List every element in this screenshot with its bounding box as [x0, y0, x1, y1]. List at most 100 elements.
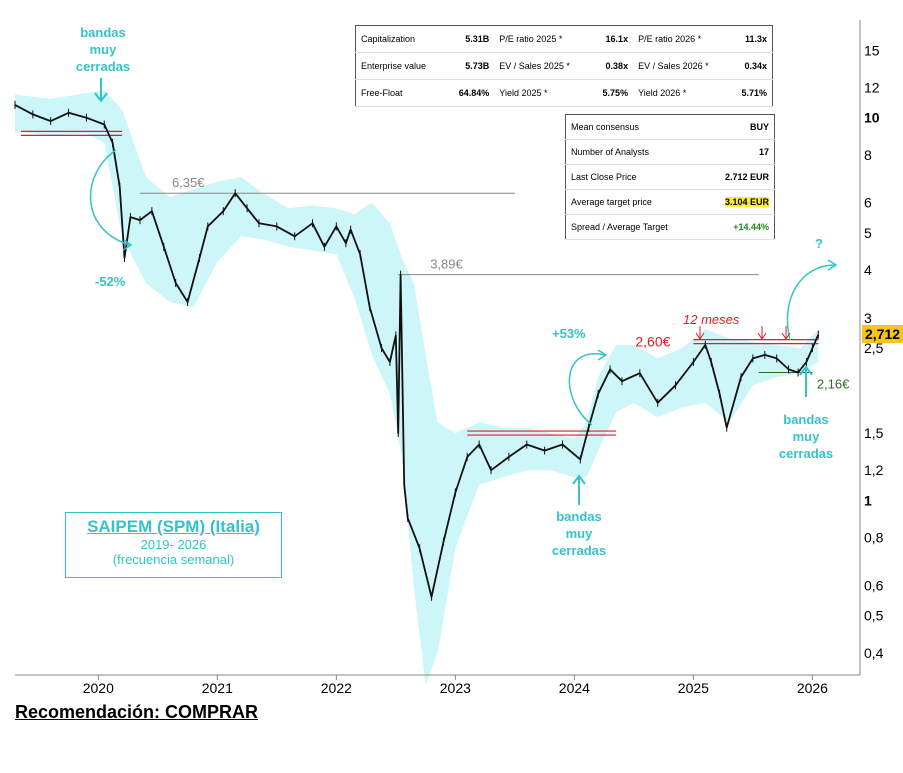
table-cell: 5.73B	[445, 52, 495, 80]
arrow-down-icon	[695, 326, 705, 340]
y-tick-label: 0,4	[864, 645, 884, 661]
table-cell: 5.71%	[729, 79, 773, 107]
y-ticks: 15 12 10 8 6 5 4 3 2,5 1,5 1,2 1 0,8 0,6 0,5 0,4	[864, 42, 884, 660]
arrow-up-icon	[572, 474, 586, 505]
table-cell: +14.44%	[704, 214, 775, 240]
table-cell: Average target price	[565, 189, 705, 215]
table-cell: 0.34x	[729, 52, 773, 80]
y-tick-label: 1	[864, 492, 872, 508]
bandas-3-line3: cerradas	[779, 446, 833, 461]
bandas-3-line2: muy	[793, 429, 821, 444]
arrowhead-icon	[597, 349, 608, 361]
y-tick-label: 2,5	[864, 340, 884, 356]
table-cell: Number of Analysts	[565, 139, 705, 165]
y-tick-label: 1,2	[864, 462, 884, 478]
x-tick-label: 2023	[440, 680, 471, 696]
x-ticks: 2020 2021 2022 2023 2024 2025 2026	[83, 675, 828, 696]
table-row: Capitalization 5.31B P/E ratio 2025 * 16…	[355, 25, 773, 53]
arrow-down-icon	[781, 326, 791, 340]
table-row: Enterprise value 5.73B EV / Sales 2025 *…	[355, 52, 773, 80]
y-tick-label: 4	[864, 262, 872, 278]
drop-pct-label: -52%	[95, 274, 126, 289]
bollinger-band	[15, 90, 819, 685]
table-cell: 17	[704, 139, 775, 165]
arrow-up-icon	[799, 365, 813, 397]
curve-arrow-icon	[89, 149, 131, 246]
annotation-drop: -52%	[89, 149, 133, 289]
curve-arrow-icon	[568, 353, 606, 426]
last-price-badge: 2,712	[862, 325, 903, 343]
reference-line-label: 6,35€	[172, 175, 205, 190]
table-cell: P/E ratio 2026 *	[633, 25, 730, 53]
reference-line-label: 3,89€	[430, 257, 463, 272]
bandas-1-line1: bandas	[80, 25, 126, 40]
bandas-2-line2: muy	[566, 526, 594, 541]
chart-subtitle-frequency: (frecuencia semanal)	[112, 552, 235, 567]
table-cell: 64.84%	[445, 79, 495, 107]
y-tick-label: 0,6	[864, 577, 884, 593]
table-cell: 0.38x	[590, 52, 634, 80]
x-tick-label: 2026	[797, 680, 828, 696]
table-cell: BUY	[704, 114, 775, 140]
x-tick-label: 2020	[83, 680, 114, 696]
table-cell: Free-Float	[355, 79, 446, 107]
y-tick-label: 3	[864, 310, 872, 326]
table-cell: P/E ratio 2025 *	[494, 25, 591, 53]
arrow-down-icon	[757, 326, 767, 340]
table-cell: EV / Sales 2026 *	[633, 52, 730, 80]
y-tick-label: 8	[864, 147, 872, 163]
table-row: Spread / Average Target +14.44%	[565, 214, 775, 240]
table-cell: Enterprise value	[355, 52, 446, 80]
bandas-1-line3: cerradas	[76, 59, 130, 74]
doce-meses-label: 12 meses	[683, 312, 740, 327]
chart-subtitle-years: 2019- 2026	[140, 537, 207, 552]
table-cell: Last Close Price	[565, 164, 705, 190]
table-cell: Spread / Average Target	[565, 214, 705, 240]
bandas-2-line3: cerradas	[552, 543, 606, 558]
x-tick-label: 2024	[559, 680, 590, 696]
price-line	[14, 104, 820, 598]
curve-arrow-icon	[786, 264, 836, 341]
annotation-bandas-2: bandas muy cerradas	[552, 474, 606, 558]
y-tick-label: 0,8	[864, 530, 884, 546]
arrowhead-icon	[827, 259, 838, 271]
annotation-bandas-3: bandas muy cerradas	[779, 365, 833, 461]
y-tick-label: 6	[864, 195, 872, 211]
question-mark: ?	[815, 236, 823, 251]
reference-line-label: 2,60€	[635, 334, 670, 350]
arrowhead-icon	[122, 239, 133, 251]
reference-line-label: 2,16€	[817, 376, 850, 391]
axes	[15, 20, 861, 676]
table-cell: Mean consensus	[565, 114, 705, 140]
arrow-down-icon	[94, 78, 108, 103]
fundamentals-table: Capitalization 5.31B P/E ratio 2025 * 16…	[355, 25, 773, 107]
recommendation: Recomendación: COMPRAR	[15, 702, 259, 722]
table-row: Average target price 3.104 EUR	[565, 189, 775, 215]
annotation-bandas-1: bandas muy cerradas	[76, 25, 130, 103]
y-tick-label: 10	[864, 110, 880, 126]
table-cell: Yield 2026 *	[633, 79, 730, 107]
annotation-rise: +53%	[552, 326, 608, 426]
y-tick-label: 0,5	[864, 608, 884, 624]
table-cell: Yield 2025 *	[494, 79, 591, 107]
table-cell: 5.75%	[590, 79, 634, 107]
table-cell: EV / Sales 2025 *	[494, 52, 591, 80]
target-price-highlight: 3.104 EUR	[724, 197, 769, 207]
table-row: Number of Analysts 17	[565, 139, 775, 165]
y-tick-label: 5	[864, 225, 872, 241]
y-tick-label: 15	[864, 42, 880, 58]
reference-lines: 6,35€ 3,89€ 2,60€ 2,16€	[20, 130, 850, 436]
bandas-2-line1: bandas	[556, 509, 602, 524]
bandas-1-line2: muy	[90, 42, 118, 57]
y-tick-label: 1,5	[864, 425, 884, 441]
table-cell: 2.712 EUR	[704, 164, 775, 190]
chart-title-box: SAIPEM (SPM) (Italia) 2019- 2026 (frecue…	[65, 512, 282, 578]
x-tick-label: 2022	[321, 680, 352, 696]
band-area	[15, 90, 819, 685]
consensus-table: Mean consensus BUY Number of Analysts 17…	[565, 114, 775, 240]
table-row: Last Close Price 2.712 EUR	[565, 164, 775, 190]
chart-title: SAIPEM (SPM) (Italia)	[87, 517, 260, 536]
rise-pct-label: +53%	[552, 326, 586, 341]
table-cell: Capitalization	[355, 25, 446, 53]
table-cell: 16.1x	[590, 25, 634, 53]
